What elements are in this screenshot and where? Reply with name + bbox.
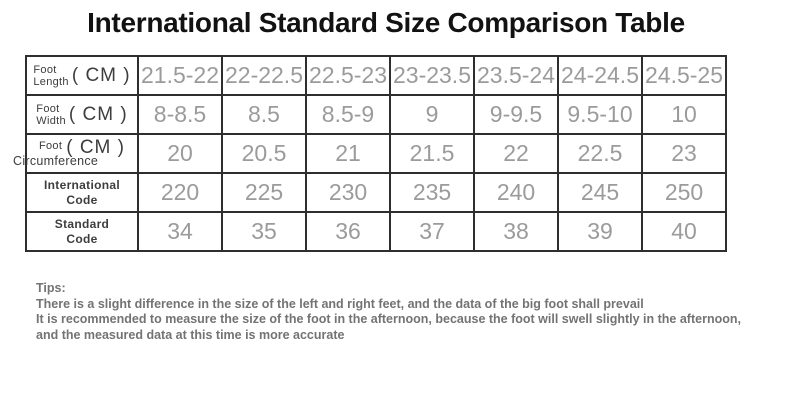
table-cell: 21.5 <box>389 133 475 174</box>
row-header-standard-code: Standard Code <box>25 211 139 252</box>
table-cell: 235 <box>389 172 475 213</box>
table-cell: 40 <box>641 211 727 252</box>
row-header-content: Foot Width ( CM ) <box>27 103 137 127</box>
table-row-foot-width: Foot Width ( CM ) 8-8.5 8.5 8.5-9 9 9-9.… <box>25 94 727 135</box>
table-cell: 34 <box>137 211 223 252</box>
table-cell: 230 <box>305 172 391 213</box>
table-cell: 225 <box>221 172 307 213</box>
table-cell: 39 <box>557 211 643 252</box>
table-cell: 8.5-9 <box>305 94 391 135</box>
unit-label: ( CM ) <box>66 137 125 158</box>
label-line: Code <box>66 231 98 246</box>
tips-block: Tips: There is a slight difference in th… <box>36 281 741 343</box>
row-header-label: Foot Length <box>33 64 68 88</box>
tips-line: It is recommended to measure the size of… <box>36 312 741 326</box>
table-row-foot-length: Foot Length ( CM ) 21.5-22 22-22.5 22.5-… <box>25 55 727 96</box>
label-line: Circumference <box>13 154 99 168</box>
label-line: Code <box>66 192 98 207</box>
row-header-foot-circumference: Foot( CM ) Circumference <box>13 133 139 174</box>
tips-line: and the measured data at this time is mo… <box>36 327 345 342</box>
table-cell: 22 <box>473 133 559 174</box>
table-cell: 22-22.5 <box>221 55 307 96</box>
table-cell: 24.5-25 <box>641 55 727 96</box>
table-cell: 8-8.5 <box>137 94 223 135</box>
table-cell: 220 <box>137 172 223 213</box>
table-cell: 21.5-22 <box>137 55 223 96</box>
size-comparison-table: Foot Length ( CM ) 21.5-22 22-22.5 22.5-… <box>13 55 727 252</box>
label-line: Length <box>33 75 69 88</box>
table-cell: 20.5 <box>221 133 307 174</box>
unit-label: ( CM ) <box>68 103 128 125</box>
row-header-content: Foot( CM ) <box>27 137 137 158</box>
label-line: Width <box>36 114 66 127</box>
row-header-foot-length: Foot Length ( CM ) <box>25 55 139 96</box>
label-line: Foot <box>33 63 57 76</box>
row-header-label: Standard Code <box>27 217 137 247</box>
table-cell: 8.5 <box>221 94 307 135</box>
row-header-content: Foot Length ( CM ) <box>27 64 137 88</box>
table-cell: 23.5-24 <box>473 55 559 96</box>
tips-line: There is a slight difference in the size… <box>36 296 644 311</box>
row-header-label: Foot Width <box>36 103 66 127</box>
table-cell: 245 <box>557 172 643 213</box>
table-cell: 9 <box>389 94 475 135</box>
unit-label: ( CM ) <box>71 64 131 86</box>
table-cell: 9-9.5 <box>473 94 559 135</box>
row-header-label: International Code <box>27 178 137 208</box>
table-row-international-code: International Code 220 225 230 235 240 2… <box>25 172 727 213</box>
table-row-standard-code: Standard Code 34 35 36 37 38 39 40 <box>25 211 727 252</box>
table-cell: 22.5-23 <box>305 55 391 96</box>
label-line: Standard <box>54 216 110 231</box>
table-cell: 21 <box>305 133 391 174</box>
table-cell: 35 <box>221 211 307 252</box>
label-line: International <box>44 177 120 192</box>
table-cell: 24-24.5 <box>557 55 643 96</box>
table-cell: 37 <box>389 211 475 252</box>
label-line: Foot <box>39 140 63 152</box>
table-cell: 22.5 <box>557 133 643 174</box>
table-cell: 38 <box>473 211 559 252</box>
row-header-international-code: International Code <box>25 172 139 213</box>
table-cell: 23-23.5 <box>389 55 475 96</box>
table-cell: 23 <box>641 133 727 174</box>
label-line: Foot <box>36 102 60 115</box>
table-cell: 240 <box>473 172 559 213</box>
table-cell: 9.5-10 <box>557 94 643 135</box>
page-title: International Standard Size Comparison T… <box>87 7 685 38</box>
table-cell: 20 <box>137 133 223 174</box>
row-header-foot-width: Foot Width ( CM ) <box>25 94 139 135</box>
table-cell: 10 <box>641 94 727 135</box>
table-cell: 36 <box>305 211 391 252</box>
tips-heading: Tips: <box>36 281 66 295</box>
table-row-foot-circumference: Foot( CM ) Circumference 20 20.5 21 21.5… <box>13 133 727 174</box>
table-cell: 250 <box>641 172 727 213</box>
